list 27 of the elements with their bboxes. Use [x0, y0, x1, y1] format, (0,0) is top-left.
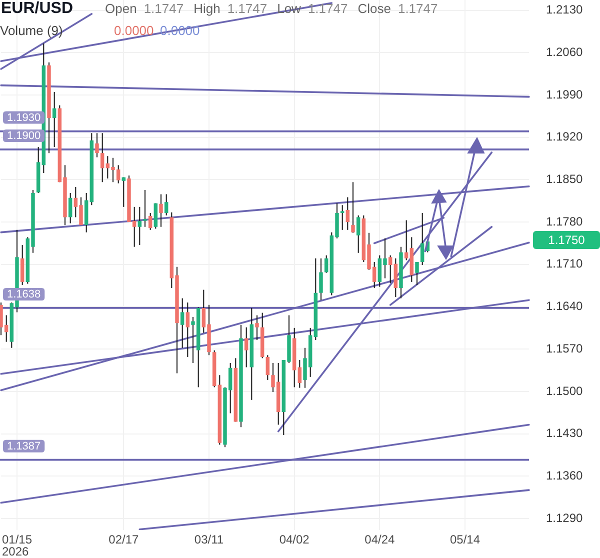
text: 1.1750	[533, 231, 600, 249]
y-tick-label: 1.1780	[546, 214, 584, 228]
y-tick-label: 1.1990	[546, 87, 584, 102]
x-tick-label: 03/11	[194, 532, 224, 546]
ref-line-label: 1.1638	[7, 288, 41, 300]
x-tick-label: 04/02	[279, 532, 310, 546]
y-tick-label: 1.1500	[546, 384, 584, 398]
x-tick-label: 01/15 2026	[2, 532, 32, 558]
x-tick-label: 02/17	[108, 532, 140, 546]
y-tick-label: 1.1430	[546, 426, 584, 440]
annotation: 0.0000	[114, 23, 154, 39]
x-tick-label: 04/24	[364, 532, 396, 546]
y-tick-label: 1.1570	[546, 341, 584, 356]
y-tick-label: 1.1290	[546, 510, 584, 525]
y-tick-label: 1.1710	[546, 256, 584, 271]
chart-title: EUR/USD	[1, 0, 74, 18]
y-tick-label: 1.2130	[546, 2, 584, 17]
y-tick-label: 1.1640	[546, 299, 584, 314]
y-tick-label: 1.2060	[546, 44, 584, 59]
y-tick-label: 1.1850	[546, 172, 584, 186]
annotation: Volume (9)	[0, 23, 63, 39]
x-tick-label: 05/14	[450, 532, 480, 546]
y-tick-label: 1.1360	[546, 468, 584, 482]
y-tick-label: 1.1920	[546, 130, 584, 144]
ref-line-label: 1.1930	[7, 112, 41, 124]
ref-line-label: 1.1900	[7, 130, 41, 142]
ref-line-label: 1.1387	[7, 440, 41, 452]
